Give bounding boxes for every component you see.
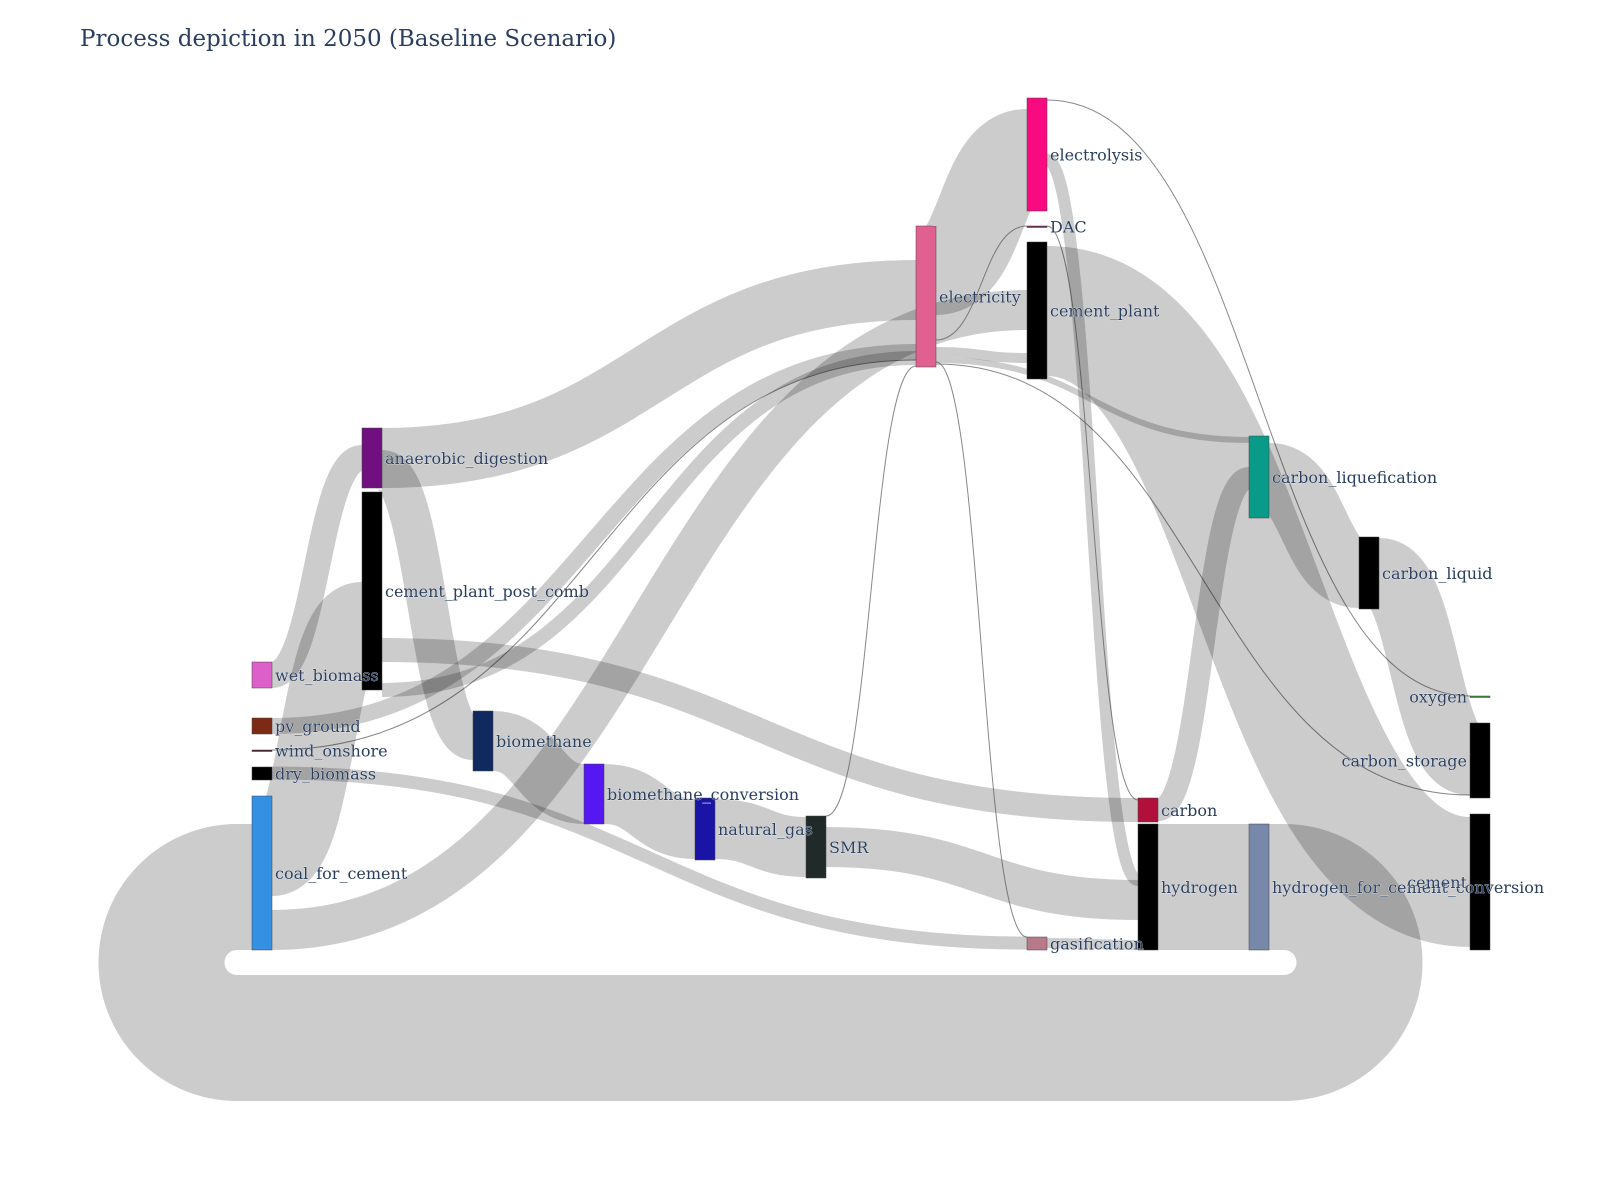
node-label-biomethane_conversion: biomethane_conversion bbox=[607, 785, 799, 804]
link-electricity-to-carbon_storage[interactable] bbox=[935, 363, 1471, 796]
node-carbon_storage[interactable] bbox=[1469, 722, 1491, 799]
node-hydrogen_for_cement_conversion[interactable] bbox=[1248, 823, 1270, 951]
node-label-anaerobic_digestion: anaerobic_digestion bbox=[385, 449, 548, 468]
node-label-biomethane: biomethane bbox=[496, 732, 592, 751]
node-label-carbon_liquid: carbon_liquid bbox=[1382, 564, 1492, 583]
nodes-layer bbox=[251, 97, 1491, 951]
link-anaerobic_digestion-to-biomethane[interactable] bbox=[374, 450, 481, 760]
node-anaerobic_digestion[interactable] bbox=[361, 427, 383, 489]
node-label-coal_for_cement: coal_for_cement bbox=[275, 864, 408, 883]
node-carbon_liquefication[interactable] bbox=[1248, 435, 1270, 519]
link-cement_plant-to-cement[interactable] bbox=[1041, 246, 1476, 947]
node-label-cement_plant: cement_plant bbox=[1050, 302, 1160, 321]
node-label-cement: cement bbox=[1407, 873, 1467, 892]
link-electricity-to-gasification[interactable] bbox=[935, 361, 1028, 938]
node-hydrogen[interactable] bbox=[1137, 823, 1159, 951]
node-gasification[interactable] bbox=[1026, 936, 1048, 951]
node-label-wind_onshore: wind_onshore bbox=[275, 742, 388, 761]
link-coal_for_cement-to-cement_plant[interactable] bbox=[271, 290, 1028, 950]
node-electricity[interactable] bbox=[915, 225, 937, 368]
node-label-hydrogen: hydrogen bbox=[1161, 878, 1238, 897]
node-label-natural_gas: natural_gas bbox=[718, 820, 813, 839]
node-cement_plant_post_comb[interactable] bbox=[361, 491, 383, 691]
link-wet_biomass-to-anaerobic_digestion[interactable] bbox=[268, 445, 366, 688]
link-DAC-to-carbon[interactable] bbox=[1046, 225, 1139, 801]
node-cement[interactable] bbox=[1469, 813, 1491, 951]
node-label-dry_biomass: dry_biomass bbox=[275, 765, 376, 784]
node-label-electrolysis: electrolysis bbox=[1050, 146, 1142, 165]
node-pv_ground[interactable] bbox=[251, 717, 273, 735]
link-natural_gas-to-SMR[interactable] bbox=[714, 799, 807, 877]
link-electricity-to-carbon_liquefication[interactable] bbox=[935, 357, 1250, 443]
node-label-DAC: DAC bbox=[1050, 218, 1087, 237]
link-cement_plant_post_comb-to-electricity[interactable] bbox=[381, 351, 917, 697]
link-electrolysis-to-hydrogen[interactable] bbox=[1044, 154, 1141, 886]
link-gasification-to-hydrogen[interactable] bbox=[1046, 938, 1139, 950]
node-wind_onshore[interactable] bbox=[251, 749, 273, 752]
link-pv_ground-to-electricity[interactable] bbox=[271, 344, 917, 734]
link-electricity-to-DAC[interactable] bbox=[935, 225, 1028, 341]
node-label-oxygen: oxygen bbox=[1409, 688, 1467, 707]
node-label-gasification: gasification bbox=[1050, 935, 1144, 954]
node-natural_gas[interactable] bbox=[694, 797, 716, 861]
node-label-wet_biomass: wet_biomass bbox=[275, 666, 379, 685]
link-carbon-to-carbon_liquefication[interactable] bbox=[1154, 467, 1253, 821]
link-dry_biomass-to-gasification[interactable] bbox=[271, 766, 1028, 950]
node-biomethane[interactable] bbox=[472, 710, 494, 772]
node-label-hydrogen_for_cement_conversion: hydrogen_for_cement_conversion bbox=[1272, 878, 1544, 897]
link-anaerobic_digestion-to-electricity[interactable] bbox=[381, 260, 917, 488]
node-label-SMR: SMR bbox=[829, 838, 869, 857]
node-biomethane_conversion[interactable] bbox=[583, 763, 605, 825]
link-carbon_liquid-to-carbon_storage[interactable] bbox=[1364, 538, 1485, 795]
node-label-carbon_storage: carbon_storage bbox=[1342, 752, 1468, 771]
node-label-pv_ground: pv_ground bbox=[275, 717, 361, 736]
link-SMR-to-electricity[interactable] bbox=[825, 365, 917, 817]
chart-title: Process depiction in 2050 (Baseline Scen… bbox=[80, 26, 617, 52]
link-biomethane-to-biomethane_conversion[interactable] bbox=[490, 711, 587, 824]
node-carbon_liquid[interactable] bbox=[1358, 536, 1380, 610]
node-label-carbon: carbon bbox=[1161, 801, 1217, 820]
node-electrolysis[interactable] bbox=[1026, 97, 1048, 212]
link-wind_onshore-to-electricity[interactable] bbox=[271, 359, 917, 751]
node-SMR[interactable] bbox=[805, 815, 827, 879]
node-oxygen[interactable] bbox=[1469, 695, 1491, 698]
node-wet_biomass[interactable] bbox=[251, 661, 273, 689]
link-biomethane_conversion-to-natural_gas[interactable] bbox=[602, 764, 697, 859]
node-cement_plant[interactable] bbox=[1026, 241, 1048, 380]
node-dry_biomass[interactable] bbox=[251, 766, 273, 781]
link-electricity-to-cement_plant[interactable] bbox=[935, 347, 1028, 363]
labels-layer: wet_biomass pv_ground wind_onshore dry_biom… bbox=[275, 145, 1545, 954]
link-SMR-to-hydrogen[interactable] bbox=[825, 827, 1139, 920]
node-label-cement_plant_post_comb: cement_plant_post_comb bbox=[385, 582, 589, 601]
node-DAC[interactable] bbox=[1026, 225, 1048, 228]
node-label-carbon_liquefication: carbon_liquefication bbox=[1272, 468, 1437, 487]
node-carbon[interactable] bbox=[1137, 797, 1159, 823]
link-electricity-to-electrolysis[interactable] bbox=[920, 109, 1043, 315]
link-electrolysis-to-oxygen[interactable] bbox=[1046, 99, 1471, 697]
link-carbon_liquefication-to-carbon_liquid[interactable] bbox=[1262, 443, 1366, 608]
links-layer bbox=[98, 99, 1485, 1101]
node-coal_for_cement[interactable] bbox=[251, 795, 273, 951]
link-hydrogen_for_cement_conversion-to-coal_for_cement[interactable] bbox=[98, 824, 1423, 1101]
node-label-electricity: electricity bbox=[939, 288, 1021, 307]
link-coal_for_cement-to-cement_plant_post_comb[interactable] bbox=[252, 582, 382, 896]
